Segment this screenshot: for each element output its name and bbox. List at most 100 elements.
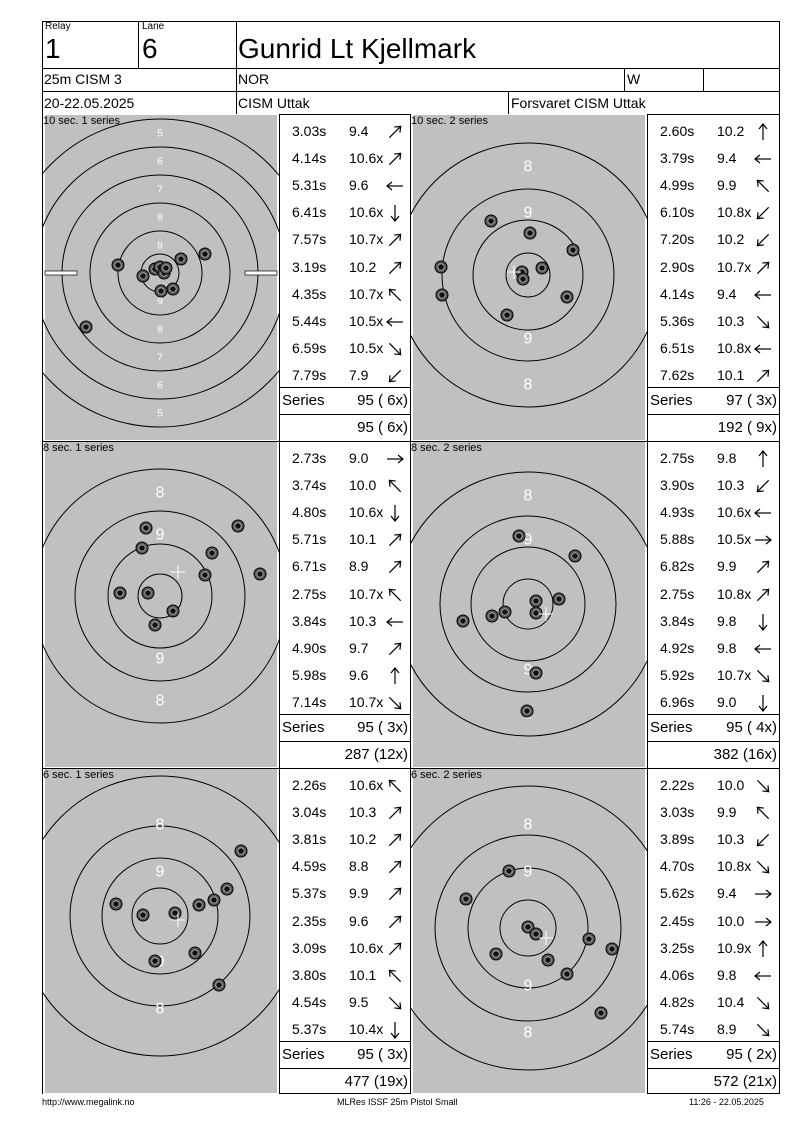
shot-value: 10.0 <box>349 477 377 494</box>
shot-time: 4.80s <box>292 504 327 521</box>
series-row: Series 95 ( 4x) <box>648 715 779 741</box>
series-title: 8 sec. 1 series <box>43 442 114 454</box>
shot-time: 2.22s <box>660 777 695 793</box>
ring-number: 8 <box>524 376 533 393</box>
date: 20-22.05.2025 <box>44 95 135 111</box>
shot-row: 4.92s 9.8 <box>648 635 779 662</box>
shot-value: 10.8x <box>717 858 752 875</box>
series-divider-bottom <box>648 1068 779 1069</box>
target-ring-1 <box>74 510 246 682</box>
shot-time: 6.96s <box>660 693 695 710</box>
shot-value: 9.9 <box>717 177 737 194</box>
shot-value: 10.6x <box>717 504 752 521</box>
series-label: Series <box>282 392 325 409</box>
shot-row: 2.26s 10.6x <box>280 772 410 799</box>
shot-time: 6.71s <box>292 558 327 575</box>
lane-label: Lane <box>142 21 165 32</box>
shot-value: 10.7x <box>349 231 384 248</box>
series-divider-top <box>648 1041 779 1042</box>
target-ring-1 <box>69 825 251 1007</box>
shot-hole <box>141 586 155 600</box>
center-crosshair <box>171 565 185 579</box>
direction-arrow-s-icon <box>390 205 400 223</box>
shot-hole <box>198 247 212 261</box>
target-ring-3 <box>137 573 183 619</box>
series-label: Series <box>650 1046 693 1063</box>
series-divider-top <box>280 714 410 715</box>
series-divider-top <box>648 387 779 388</box>
shot-hole <box>136 908 150 922</box>
shot-hole <box>148 618 162 632</box>
shot-hole <box>529 927 543 941</box>
target-card: 8 8 9 9 <box>411 114 647 441</box>
relay-label: Relay <box>45 21 71 32</box>
direction-arrow-e-icon <box>755 535 772 545</box>
shot-time: 2.75s <box>292 585 327 602</box>
shot-time: 7.57s <box>292 231 327 248</box>
shot-time: 4.92s <box>660 639 695 656</box>
shot-hole <box>502 864 516 878</box>
direction-arrow-w-icon <box>386 181 403 191</box>
direction-arrow-se-icon <box>388 696 402 710</box>
shot-row: 5.44s 10.5x <box>280 308 410 335</box>
series-divider-bottom <box>648 414 779 415</box>
shot-row: 3.89s 10.3 <box>648 826 779 853</box>
shot-hole <box>154 284 168 298</box>
direction-arrow-sw-icon <box>388 369 402 383</box>
shot-hole <box>434 260 448 274</box>
series-score: 95 ( 6x) <box>357 392 408 409</box>
series-row: Series 97 ( 3x) <box>648 388 779 414</box>
ring-number: 9 <box>524 977 533 994</box>
direction-arrow-ne-icon <box>388 261 402 274</box>
series-divider-top <box>280 387 410 388</box>
series-title: 6 sec. 1 series <box>43 769 114 781</box>
shot-row: 6.10s 10.8x <box>648 199 779 226</box>
target-bar-left <box>44 270 78 276</box>
shot-time: 4.59s <box>292 858 327 875</box>
ring-number: 9 <box>524 661 533 678</box>
shot-time: 3.84s <box>660 612 695 629</box>
center-crosshair <box>539 931 553 945</box>
series-label: Series <box>650 392 693 409</box>
shot-value: 10.2 <box>349 258 377 275</box>
shot-list: 2.22s 10.0 3.03s 9.9 3.89s 10.3 4.70s 10.8x 5.62… <box>647 768 779 1094</box>
cumulative-row: 95 ( 6x) <box>280 415 410 441</box>
direction-arrow-w-icon <box>754 344 771 354</box>
shot-row: 2.35s 9.6 <box>280 908 410 935</box>
shot-time: 2.75s <box>660 585 695 602</box>
direction-arrow-w-icon <box>754 971 771 981</box>
cumulative-score: 95 ( 6x) <box>357 419 408 436</box>
target-ring-0 <box>43 775 279 1057</box>
series-row: Series 95 ( 3x) <box>280 1042 410 1068</box>
shot-value: 10.7x <box>349 285 384 302</box>
shot-value: 9.4 <box>717 285 737 302</box>
shot-hole <box>113 586 127 600</box>
series-score: 95 ( 2x) <box>726 1046 777 1063</box>
shot-value: 10.7x <box>349 693 384 710</box>
target-ring-0 <box>411 471 647 737</box>
shot-hole <box>212 978 226 992</box>
direction-arrow-w-icon <box>754 508 771 518</box>
shot-row: 3.84s 9.8 <box>648 608 779 635</box>
ring-number: 8 <box>156 1000 165 1017</box>
shot-value: 10.6x <box>349 504 384 521</box>
shot-row: 5.98s 9.6 <box>280 662 410 689</box>
shot-row: 4.90s 9.7 <box>280 635 410 662</box>
shot-hole <box>552 592 566 606</box>
shot-time: 6.82s <box>660 558 695 575</box>
footer-url[interactable]: http://www.megalink.no <box>42 1097 135 1107</box>
direction-arrow-s-icon <box>390 505 400 523</box>
ring-number: 8 <box>524 158 533 175</box>
ring-number: 5 <box>157 128 163 139</box>
shot-row: 7.57s 10.7x <box>280 226 410 253</box>
direction-arrow-ne-icon <box>756 561 770 574</box>
border-top <box>42 21 780 22</box>
shot-value: 9.9 <box>717 558 737 575</box>
shot-time: 2.75s <box>660 450 695 466</box>
series-divider-bottom <box>280 741 410 742</box>
shot-value: 9.6 <box>349 177 369 194</box>
shot-value: 10.3 <box>717 831 745 848</box>
shot-time: 3.03s <box>660 804 695 821</box>
series-row: Series 95 ( 6x) <box>280 388 410 414</box>
series-row: Series 95 ( 2x) <box>648 1042 779 1068</box>
